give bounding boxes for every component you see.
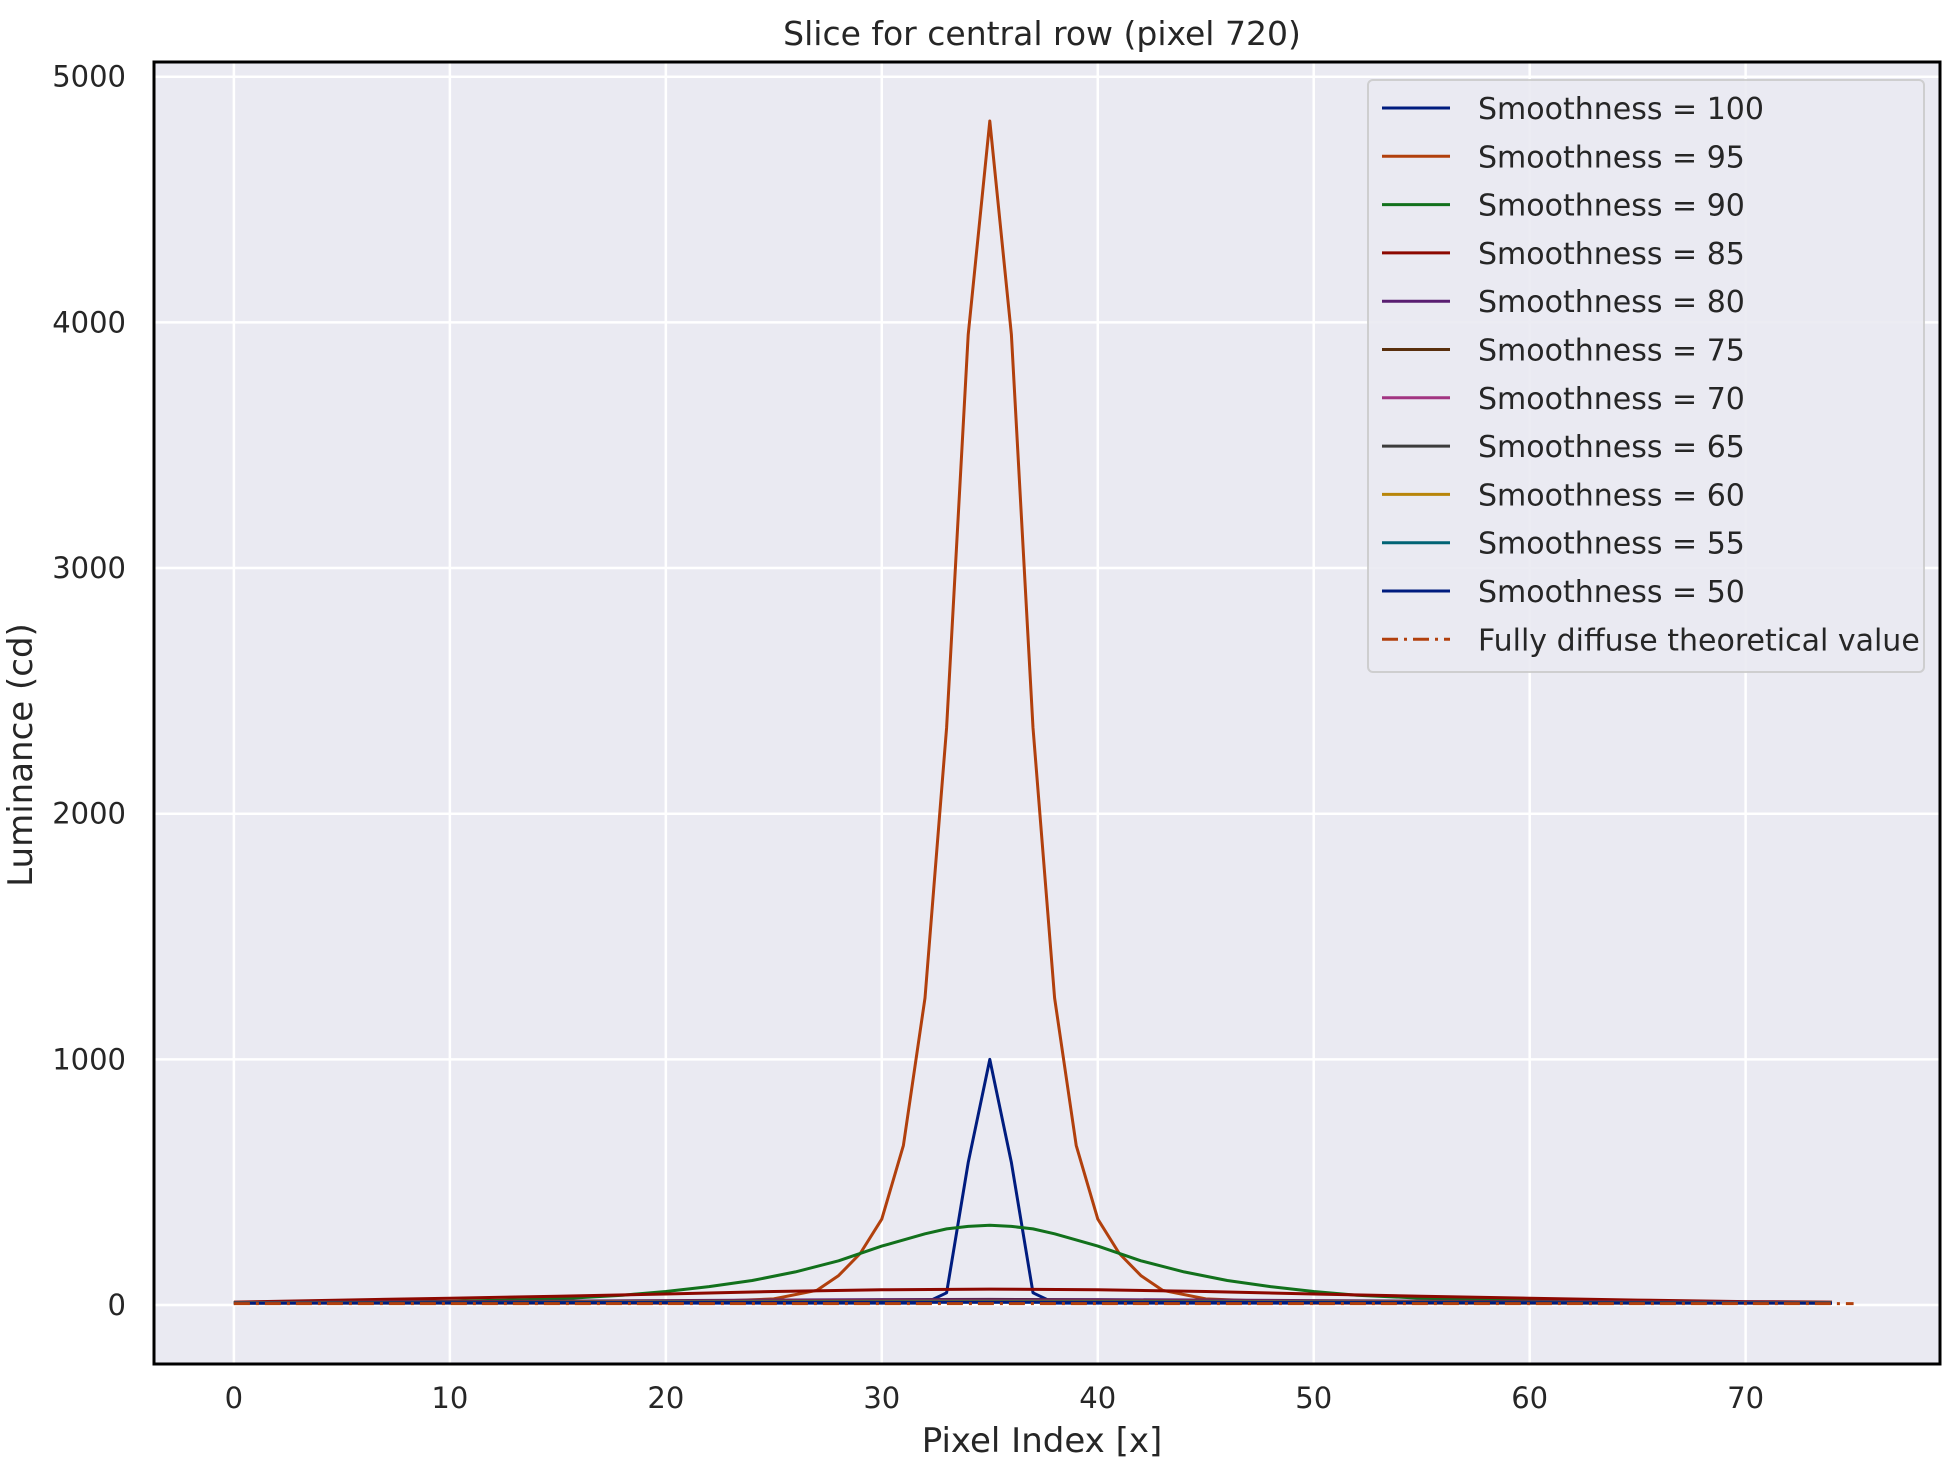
y-tick-label: 4000	[52, 305, 126, 339]
legend-label: Smoothness = 95	[1478, 140, 1745, 175]
grid-layer	[154, 62, 1940, 1364]
x-tick-label: 30	[863, 1381, 900, 1415]
y-tick-label: 3000	[52, 551, 126, 585]
legend-box	[1367, 79, 1925, 673]
x-tick-label: 0	[225, 1381, 243, 1415]
series-layer	[233, 119, 1854, 1306]
legend-label: Smoothness = 65	[1478, 430, 1745, 465]
legend-label: Smoothness = 80	[1478, 285, 1745, 320]
x-tick-label: 40	[1079, 1381, 1116, 1415]
legend: Smoothness = 100 Smoothness = 95 Smoothnes…	[1367, 79, 1925, 673]
x-tick-label: 20	[647, 1381, 684, 1415]
legend-label: Smoothness = 100	[1478, 92, 1764, 127]
x-tick-label: 50	[1295, 1381, 1332, 1415]
legend-label: Smoothness = 70	[1478, 382, 1745, 417]
legend-label: Fully diffuse theoretical value	[1478, 623, 1920, 658]
x-tick-label: 70	[1727, 1381, 1764, 1415]
chart-title: Slice for central row (pixel 720)	[783, 14, 1301, 53]
y-axis-label: Luminance (cd)	[1, 623, 41, 887]
x-axis-label: Pixel Index [x]	[922, 1421, 1163, 1461]
x-tick-label: 60	[1511, 1381, 1548, 1415]
legend-label: Smoothness = 50	[1478, 575, 1745, 610]
tick-layer: 0 10 20 30 40 50 60 70 0 1000 2000 3000 4000 5000	[52, 60, 1764, 1415]
legend-label: Smoothness = 85	[1478, 237, 1745, 272]
x-tick-label: 10	[431, 1381, 468, 1415]
series-line-4	[233, 1287, 1833, 1304]
y-tick-label: 2000	[52, 797, 126, 831]
plot-frame	[152, 60, 1942, 1366]
legend-label: Smoothness = 55	[1478, 527, 1745, 562]
y-tick-label: 1000	[52, 1042, 126, 1076]
legend-label: Smoothness = 75	[1478, 334, 1745, 369]
series-line-2	[233, 119, 1832, 1305]
y-tick-label: 0	[108, 1288, 126, 1322]
y-tick-label: 5000	[52, 60, 126, 94]
legend-label: Smoothness = 90	[1478, 189, 1745, 224]
legend-label: Smoothness = 60	[1478, 478, 1745, 513]
